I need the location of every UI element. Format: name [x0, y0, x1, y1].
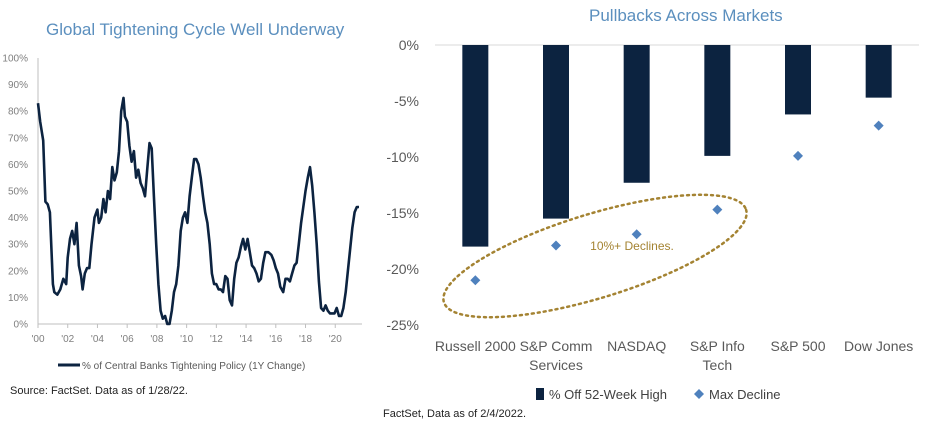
y-tick-label: -20% — [386, 261, 419, 277]
bar-2 — [623, 45, 650, 183]
bar-1 — [543, 45, 569, 219]
marker-1 — [551, 240, 561, 251]
legend-label-markers: Max Decline — [709, 387, 781, 402]
x-tick-label: '00 — [31, 334, 44, 345]
category-label-0: Russell 2000 — [435, 338, 516, 354]
y-tick-label: 0% — [399, 37, 419, 53]
x-tick-label: '14 — [240, 334, 253, 345]
right-chart-panel: Pullbacks Across Markets 0% -5% -10% -15% -2… — [375, 0, 934, 424]
marker-0 — [470, 275, 481, 286]
bar-4 — [785, 45, 811, 115]
x-tick-label: '18 — [299, 334, 312, 345]
marker-5 — [873, 120, 884, 131]
declines-ellipse — [442, 193, 748, 319]
marker-3 — [712, 204, 723, 215]
bar-5 — [865, 45, 892, 98]
y-tick-label: -15% — [386, 205, 419, 221]
y-tick-label: 50% — [8, 187, 28, 198]
x-tick-label: '20 — [329, 334, 342, 345]
y-tick-label: 0% — [14, 320, 29, 331]
x-tick-label: '08 — [150, 334, 163, 345]
y-tick-label: 40% — [8, 213, 28, 224]
y-tick-label: 20% — [8, 266, 28, 277]
legend-label: % of Central Banks Tightening Policy (1Y… — [82, 361, 305, 372]
x-tick-label: '10 — [180, 334, 193, 345]
tightening-line-chart: 0% 10% 20% 30% 40% 50% 60% 70% 80% 90% 100% '00 '02 '… — [2, 54, 362, 372]
y-tick-label: 10% — [8, 293, 28, 304]
category-label-2: NASDAQ — [607, 338, 666, 354]
marker-2 — [631, 229, 642, 240]
legend-label-bars: % Off 52-Week High — [549, 387, 667, 402]
y-tick-label: -5% — [394, 93, 419, 109]
legend-bar-swatch — [536, 388, 544, 400]
bar-0 — [462, 45, 489, 247]
left-chart-panel: Global Tightening Cycle Well Underway 0%… — [0, 0, 375, 424]
category-label-3: S&P Info — [690, 338, 745, 354]
declines-annotation: 10%+ Declines. — [590, 239, 674, 253]
right-chart-title: Pullbacks Across Markets — [589, 6, 783, 25]
y-tick-label: 60% — [8, 160, 28, 171]
y-tick-label: -10% — [386, 149, 419, 165]
y-tick-label: 100% — [2, 54, 28, 65]
left-chart-title: Global Tightening Cycle Well Underway — [46, 20, 345, 39]
category-label-4: S&P 500 — [770, 338, 825, 354]
category-label-1: S&P Comm — [520, 338, 593, 354]
bar-3 — [704, 45, 731, 156]
x-tick-label: '04 — [91, 334, 104, 345]
right-chart-source: FactSet, Data as of 2/4/2022. — [383, 408, 527, 420]
y-tick-label: 80% — [8, 107, 28, 118]
x-tick-label: '02 — [61, 334, 74, 345]
x-tick-label: '16 — [269, 334, 282, 345]
category-label-5: Dow Jones — [844, 338, 913, 354]
left-chart-source: Source: FactSet. Data as of 1/28/22. — [10, 385, 188, 397]
y-tick-label: 70% — [8, 133, 28, 144]
x-tick-label: '06 — [121, 334, 134, 345]
series-line-tightening — [36, 96, 359, 326]
x-tick-label: '12 — [210, 334, 223, 345]
y-tick-label: -25% — [386, 317, 419, 333]
legend-marker-swatch — [694, 389, 704, 399]
pullbacks-bar-chart: 0% -5% -10% -15% -20% -25% Russell 2000 S&P Com… — [386, 37, 919, 402]
category-label-1: Services — [529, 357, 583, 373]
category-label-3: Tech — [703, 357, 733, 373]
y-tick-label: 30% — [8, 240, 28, 251]
marker-4 — [793, 150, 803, 161]
y-tick-label: 90% — [8, 80, 28, 91]
